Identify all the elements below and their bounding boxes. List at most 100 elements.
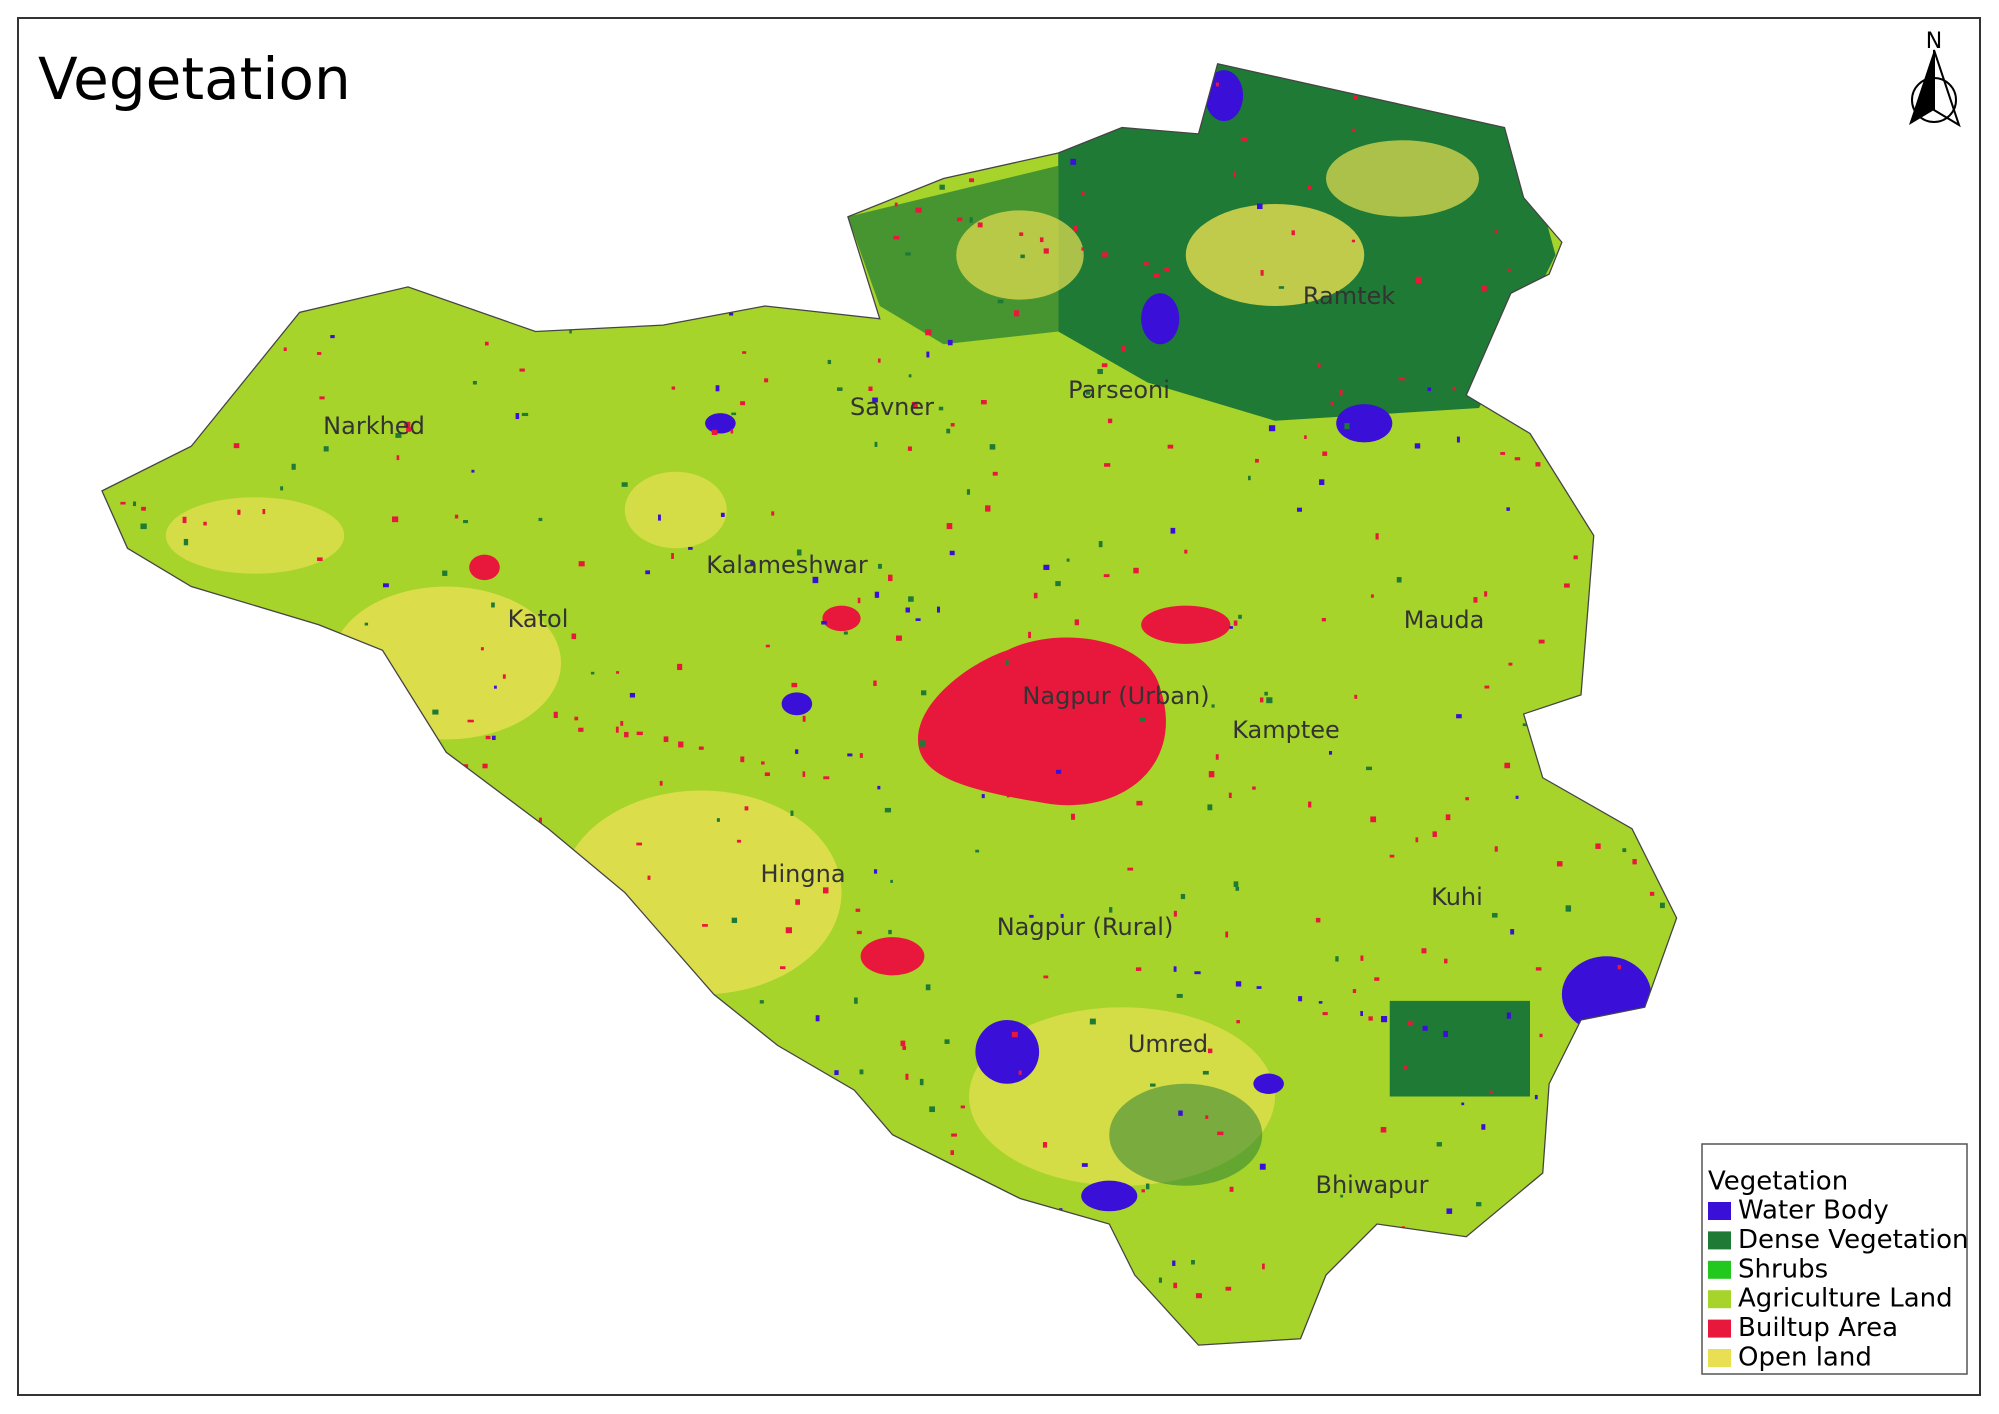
land-cover-patch [1492,912,1498,918]
land-cover-patch [1481,1124,1486,1130]
land-cover-patch [203,521,207,526]
land-cover-patch [893,235,900,240]
land-cover-patch [1238,614,1242,619]
land-cover-patch [515,413,520,420]
land-cover-patch [1081,1163,1088,1167]
land-cover-patch [636,731,643,736]
water-body [975,1020,1040,1084]
land-cover-patch [663,736,669,743]
land-cover-patch [494,685,497,689]
land-cover-patch [716,818,720,822]
land-cover-patch [237,509,241,515]
water-body [781,692,813,716]
legend-swatch [1708,1231,1731,1250]
land-cover-patch [317,352,322,355]
land-cover-patch [1153,273,1160,278]
land-cover-patch [872,397,878,403]
land-cover-patch [1375,533,1379,540]
land-cover-patch [392,516,399,523]
land-cover-patch [1101,363,1108,368]
land-cover-patch [1508,662,1513,666]
land-cover-patch [1006,793,1010,798]
dense-vegetation-area [1109,1083,1263,1186]
land-cover-patch [620,720,624,726]
land-cover-patch [1215,754,1219,760]
land-cover-patch [907,446,912,451]
land-cover-patch [859,1069,864,1075]
land-cover-patch [847,753,853,757]
land-cover-patch [1415,837,1419,843]
land-cover-patch [939,184,945,190]
land-cover-patch [896,635,902,641]
land-cover-patch [140,523,147,530]
land-cover-patch [925,329,932,336]
land-cover-patch [1368,1016,1373,1021]
land-cover-patch [1043,564,1050,571]
land-cover-patch [997,299,1004,304]
land-cover-patch [740,401,746,406]
land-cover-patch [645,570,651,575]
land-cover-patch [1248,475,1251,481]
land-cover-patch [1432,831,1437,837]
land-cover-patch [1321,618,1326,622]
builtup-area [918,637,1166,806]
land-cover-patch [1308,801,1312,808]
land-cover-patch [950,1150,955,1156]
land-cover-patch [485,735,491,740]
land-cover-patch [480,647,484,651]
land-cover-patch [1461,1102,1465,1106]
land-cover-patch [1043,248,1049,254]
land-cover-patch [742,351,747,354]
land-cover-patch [1353,95,1358,100]
builtup-area [860,937,925,976]
land-cover-patch [330,335,335,339]
land-cover-patch [1291,230,1295,236]
land-cover-patch [950,423,955,427]
land-cover-patch [715,385,720,392]
land-cover-patch [1104,463,1111,467]
land-cover-patch [890,879,893,883]
land-cover-patch [925,984,931,991]
land-cover-patch [1573,555,1578,560]
land-cover-patch [877,785,881,790]
land-cover-patch [1315,917,1321,923]
land-cover-patch [877,358,881,363]
land-cover-patch [1160,161,1166,169]
land-cover-patch [1649,891,1655,896]
open-land-area [624,471,727,549]
land-cover-patch [406,427,412,432]
land-cover-patch [1060,913,1064,918]
land-cover-patch [1404,1065,1407,1070]
land-cover-patch [960,1105,965,1109]
land-cover-patch [233,443,240,449]
land-cover-patch [915,618,921,621]
place-labels: Ramtek Parseoni Savner Narkhed Kalameshwar Ka… [323,282,1484,1199]
land-cover-patch [1236,1020,1240,1024]
land-cover-patch [1330,401,1334,406]
land-cover-patch [1029,709,1033,716]
legend-label: Shrubs [1738,1254,1828,1284]
dense-vegetation-area [1389,1000,1530,1097]
land-cover-patch [1194,971,1201,975]
land-cover-patch [698,746,704,750]
land-cover-patch [744,806,749,811]
land-cover-patch [1445,814,1451,821]
land-cover-patch [1595,843,1601,849]
place-label: Narkhed [323,412,425,440]
land-cover-patch [1043,975,1049,979]
land-cover-patch [1006,660,1009,665]
land-cover-patch [291,463,296,470]
land-cover-patch [821,620,827,625]
land-cover-patch [855,908,861,912]
land-cover-patch [1173,910,1177,917]
land-cover-patch [1436,1142,1442,1147]
water-body [1081,1180,1138,1212]
legend-swatch [1708,1349,1731,1367]
land-cover-patch [884,807,892,813]
land-cover-patch [859,753,863,758]
land-cover-patch [730,429,734,434]
land-cover-patch [1375,233,1380,238]
land-cover-patch [383,583,389,588]
land-cover-patch [785,927,792,934]
